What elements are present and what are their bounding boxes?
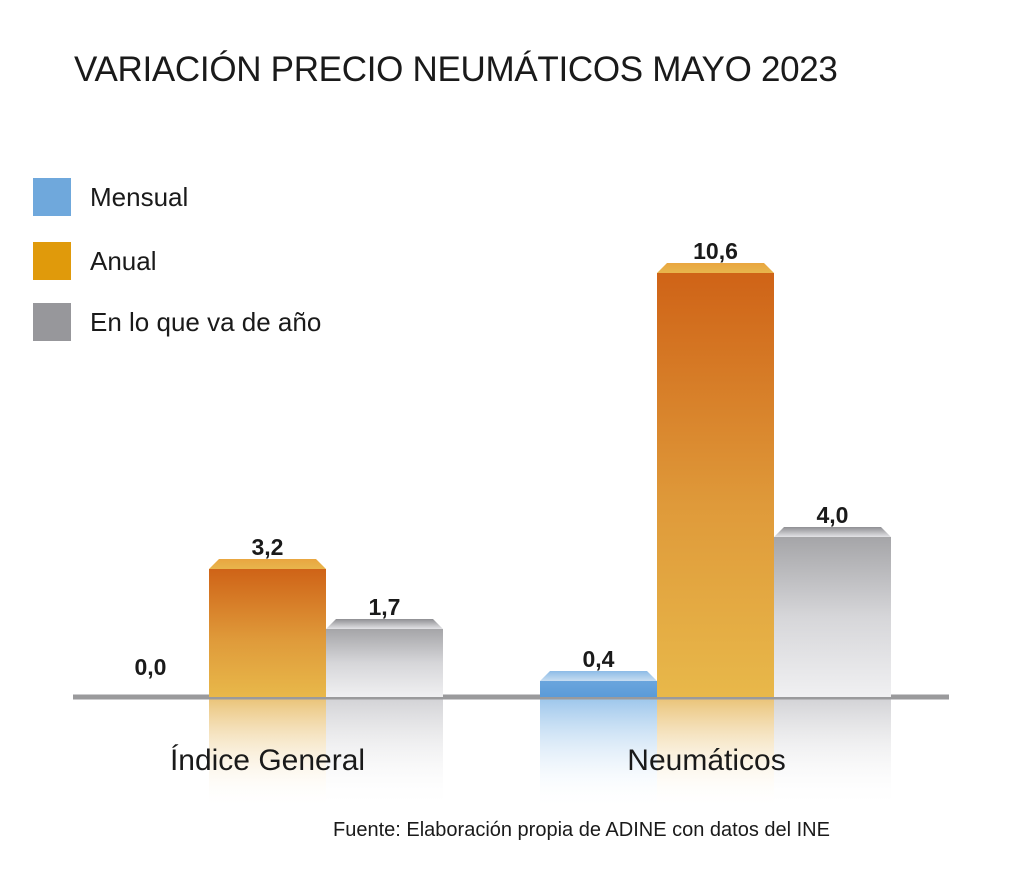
bar-reflection-ytd-indice-general [326, 699, 443, 809]
value-label-mensual-neumaticos: 0,4 [583, 646, 615, 672]
value-labels: 0,0 3,2 1,7 0,4 10,6 4,0 [135, 238, 849, 680]
value-label-anual-indice-general: 3,2 [252, 534, 284, 560]
chart-title: VARIACIÓN PRECIO NEUMÁTICOS MAYO 2023 [74, 50, 838, 89]
value-label-ytd-indice-general: 1,7 [369, 594, 401, 620]
bar-ytd-indice-general [326, 629, 443, 697]
legend-label-anual: Anual [90, 245, 157, 276]
legend-item-anual: Anual [33, 241, 157, 281]
bar-reflection-anual-indice-general [209, 699, 326, 809]
legend-item-mensual: Mensual [33, 177, 188, 217]
bar-top-mensual-neumaticos [540, 671, 657, 681]
value-label-ytd-neumaticos: 4,0 [817, 502, 849, 528]
value-label-anual-neumaticos: 10,6 [693, 238, 738, 264]
bar-reflection-mensual-neumaticos [540, 699, 657, 809]
category-labels: Índice General Neumáticos [170, 744, 786, 777]
bar-ytd-neumaticos [774, 537, 891, 697]
bar-top-anual-neumaticos [657, 263, 774, 273]
legend-swatch-mensual [33, 178, 71, 216]
legend-swatch-anual [33, 242, 71, 280]
bar-anual-indice-general [209, 569, 326, 697]
value-label-mensual-indice-general: 0,0 [135, 654, 167, 680]
legend-label-mensual: Mensual [90, 181, 189, 212]
bar-reflection-anual-neumaticos [657, 699, 774, 809]
legend-swatch-ytd [33, 303, 71, 341]
source-note: Fuente: Elaboración propia de ADINE con … [333, 819, 830, 841]
bar-mensual-neumaticos [540, 681, 657, 697]
legend-item-ytd: En lo que va de año [33, 302, 321, 342]
bar-reflection-ytd-neumaticos [774, 699, 891, 809]
bar-anual-neumaticos [657, 273, 774, 697]
category-label-neumaticos: Neumáticos [627, 744, 785, 777]
bar-top-ytd-indice-general [326, 619, 443, 629]
bar-top-anual-indice-general [209, 559, 326, 569]
bars-group [209, 263, 891, 697]
category-label-indice-general: Índice General [170, 744, 365, 777]
bar-reflections [209, 699, 891, 809]
bar-top-ytd-neumaticos [774, 527, 891, 537]
legend-label-ytd: En lo que va de año [90, 306, 322, 337]
